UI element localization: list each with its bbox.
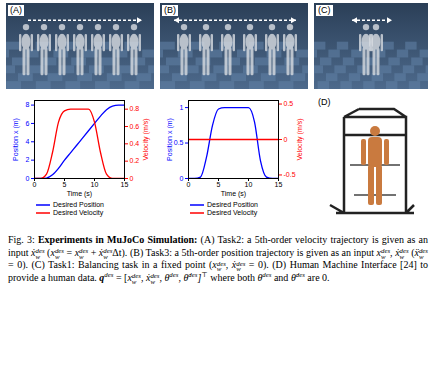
svg-text:Velocity (m/s): Velocity (m/s): [296, 118, 304, 160]
svg-text:0: 0: [180, 175, 184, 182]
html-text:(C): (C): [318, 5, 331, 15]
html-text:w + ẋdes: w + ẋdes: [79, 246, 113, 260]
svg-text:2: 2: [26, 156, 30, 163]
svg-text:15: 15: [121, 181, 129, 188]
svg-text:0.8: 0.8: [130, 105, 140, 112]
svg-text:0: 0: [130, 175, 134, 182]
html-text:w Δt). (B) Task3: a 5th-order: w Δt). (B) Task3: a 5th-order position t…: [103, 246, 391, 260]
svg-text:5: 5: [217, 181, 221, 188]
svg-text:6: 6: [26, 120, 30, 127]
svg-text:1: 1: [180, 104, 184, 111]
svg-text:0: 0: [187, 181, 191, 188]
svg-text:Time (s): Time (s): [221, 190, 246, 198]
html-text:(A): (A): [10, 5, 22, 15]
html-text:Fig. 3: Experiments in MuJoCo: Fig. 3: Experiments in MuJoCo Simulation…: [8, 234, 428, 258]
svg-text:15: 15: [275, 181, 283, 188]
html-text:w , θdes, θ̇des]⊤where both θd: w , θdes, θ̇des]⊤where both θdesand θ̇de…: [150, 271, 330, 285]
svg-text:0: 0: [284, 136, 288, 143]
svg-text:0.5: 0.5: [174, 139, 184, 146]
svg-text:0: 0: [26, 175, 30, 182]
svg-text:10: 10: [91, 181, 99, 188]
svg-text:0.2: 0.2: [130, 157, 140, 164]
html-text:Desired Velocity: Desired Velocity: [53, 209, 104, 216]
html-text:(B): (B): [164, 5, 176, 15]
html-text:w , ẋdes: w , ẋdes: [381, 246, 409, 260]
html-text:Desired Velocity: Desired Velocity: [207, 209, 258, 216]
svg-text:0.6: 0.6: [130, 123, 140, 130]
html-text:Desired Position: Desired Position: [53, 201, 104, 208]
html-text:w (xdes: w (xdes: [35, 246, 64, 260]
html-text:= 0). (C) Task1: Balancing tas: = 0). (C) Task1: Balancing task in a fix…: [8, 259, 226, 270]
html-text:w , ẋdes: w , ẋdes: [216, 259, 246, 272]
svg-text:-0.5: -0.5: [284, 171, 296, 178]
svg-text:5: 5: [63, 181, 67, 188]
svg-text:0.5: 0.5: [284, 100, 294, 107]
html-text:= 0). (D) Human Machine Interf: = 0). (D) Human Machine Interface [24] t…: [8, 259, 428, 283]
svg-text:Position x (m): Position x (m): [12, 118, 20, 161]
html-text:w , ẋdes: w , ẋdes: [131, 271, 160, 285]
svg-text:8: 8: [26, 101, 30, 108]
html-text:Desired Position: Desired Position: [207, 201, 258, 208]
html-text:w = xdes: w = xdes: [54, 246, 89, 260]
svg-text:10: 10: [245, 181, 253, 188]
html-text:w: w: [418, 252, 424, 260]
html-text:w: w: [236, 265, 241, 272]
svg-text:0: 0: [33, 181, 37, 188]
svg-text:Velocity (m/s): Velocity (m/s): [142, 118, 150, 160]
svg-text:4: 4: [26, 138, 30, 145]
svg-text:Position x (m): Position x (m): [166, 118, 174, 161]
html-text:(D): (D): [318, 97, 331, 107]
svg-text:Time (s): Time (s): [67, 190, 92, 198]
svg-text:0.4: 0.4: [130, 140, 140, 147]
html-text:w (ẍdes: w (ẍdes: [399, 246, 428, 260]
